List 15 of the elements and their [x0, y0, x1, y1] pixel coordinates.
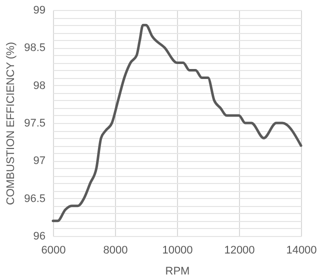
x-tick-label: 10000: [162, 244, 193, 256]
y-tick-label: 98: [33, 80, 46, 92]
y-tick-label: 96: [33, 230, 46, 242]
x-axis-title: RPM: [165, 266, 190, 278]
line-series: [52, 24, 302, 222]
y-tick-label: 97: [33, 155, 46, 168]
x-tick-label: 8000: [103, 244, 128, 256]
y-tick-label: 98.5: [24, 42, 46, 54]
x-tick-label: 12000: [224, 244, 255, 256]
y-tick-label: 97.5: [24, 118, 46, 130]
y-tick-label: 96.5: [24, 192, 46, 205]
y-axis-title: COMBUSTION EFFICIENCY (%): [5, 42, 18, 205]
x-tick-label: 14000: [286, 244, 317, 256]
y-tick-label: 99: [33, 4, 46, 16]
x-tick-label: 6000: [41, 244, 66, 256]
